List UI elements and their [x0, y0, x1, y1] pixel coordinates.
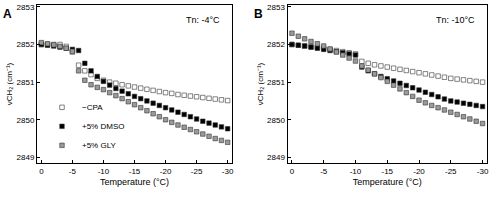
svg-text:−CPA: −CPA — [82, 103, 103, 112]
svg-text:-20: -20 — [160, 167, 172, 176]
svg-text:Tn: -10°C: Tn: -10°C — [436, 15, 475, 25]
svg-text:2851: 2851 — [17, 78, 35, 87]
svg-text:2852: 2852 — [17, 40, 35, 49]
svg-text:-5: -5 — [69, 167, 77, 176]
svg-text:-30: -30 — [222, 167, 234, 176]
svg-text:-30: -30 — [477, 167, 489, 176]
svg-text:-20: -20 — [413, 167, 425, 176]
svg-text:2851: 2851 — [267, 78, 285, 87]
svg-text:A: A — [3, 7, 12, 21]
svg-text:-25: -25 — [191, 167, 203, 176]
svg-text:+5% DMSO: +5% DMSO — [82, 122, 124, 131]
svg-text:Tn: -4°C: Tn: -4°C — [186, 15, 220, 25]
svg-text:-5: -5 — [320, 167, 328, 176]
svg-text:νCH₂ (cm⁻¹): νCH₂ (cm⁻¹) — [5, 62, 14, 105]
svg-text:-10: -10 — [350, 167, 362, 176]
svg-text:2849: 2849 — [17, 153, 35, 162]
svg-text:2853: 2853 — [17, 3, 35, 12]
svg-text:0: 0 — [39, 167, 44, 176]
svg-text:νCH₂ (cm⁻¹): νCH₂ (cm⁻¹) — [256, 62, 265, 105]
svg-text:-10: -10 — [98, 167, 110, 176]
svg-text:-15: -15 — [129, 167, 141, 176]
svg-text:0: 0 — [290, 167, 295, 176]
svg-text:Temperature (°C): Temperature (°C) — [100, 177, 169, 187]
svg-text:Temperature (°C): Temperature (°C) — [353, 177, 422, 187]
svg-text:+5% GLY: +5% GLY — [82, 141, 117, 150]
svg-text:2852: 2852 — [267, 40, 285, 49]
svg-text:2853: 2853 — [267, 3, 285, 12]
svg-text:2850: 2850 — [267, 116, 285, 125]
svg-text:-25: -25 — [445, 167, 457, 176]
svg-text:2849: 2849 — [267, 153, 285, 162]
svg-text:2850: 2850 — [17, 116, 35, 125]
svg-text:B: B — [254, 7, 263, 21]
svg-text:-15: -15 — [381, 167, 393, 176]
